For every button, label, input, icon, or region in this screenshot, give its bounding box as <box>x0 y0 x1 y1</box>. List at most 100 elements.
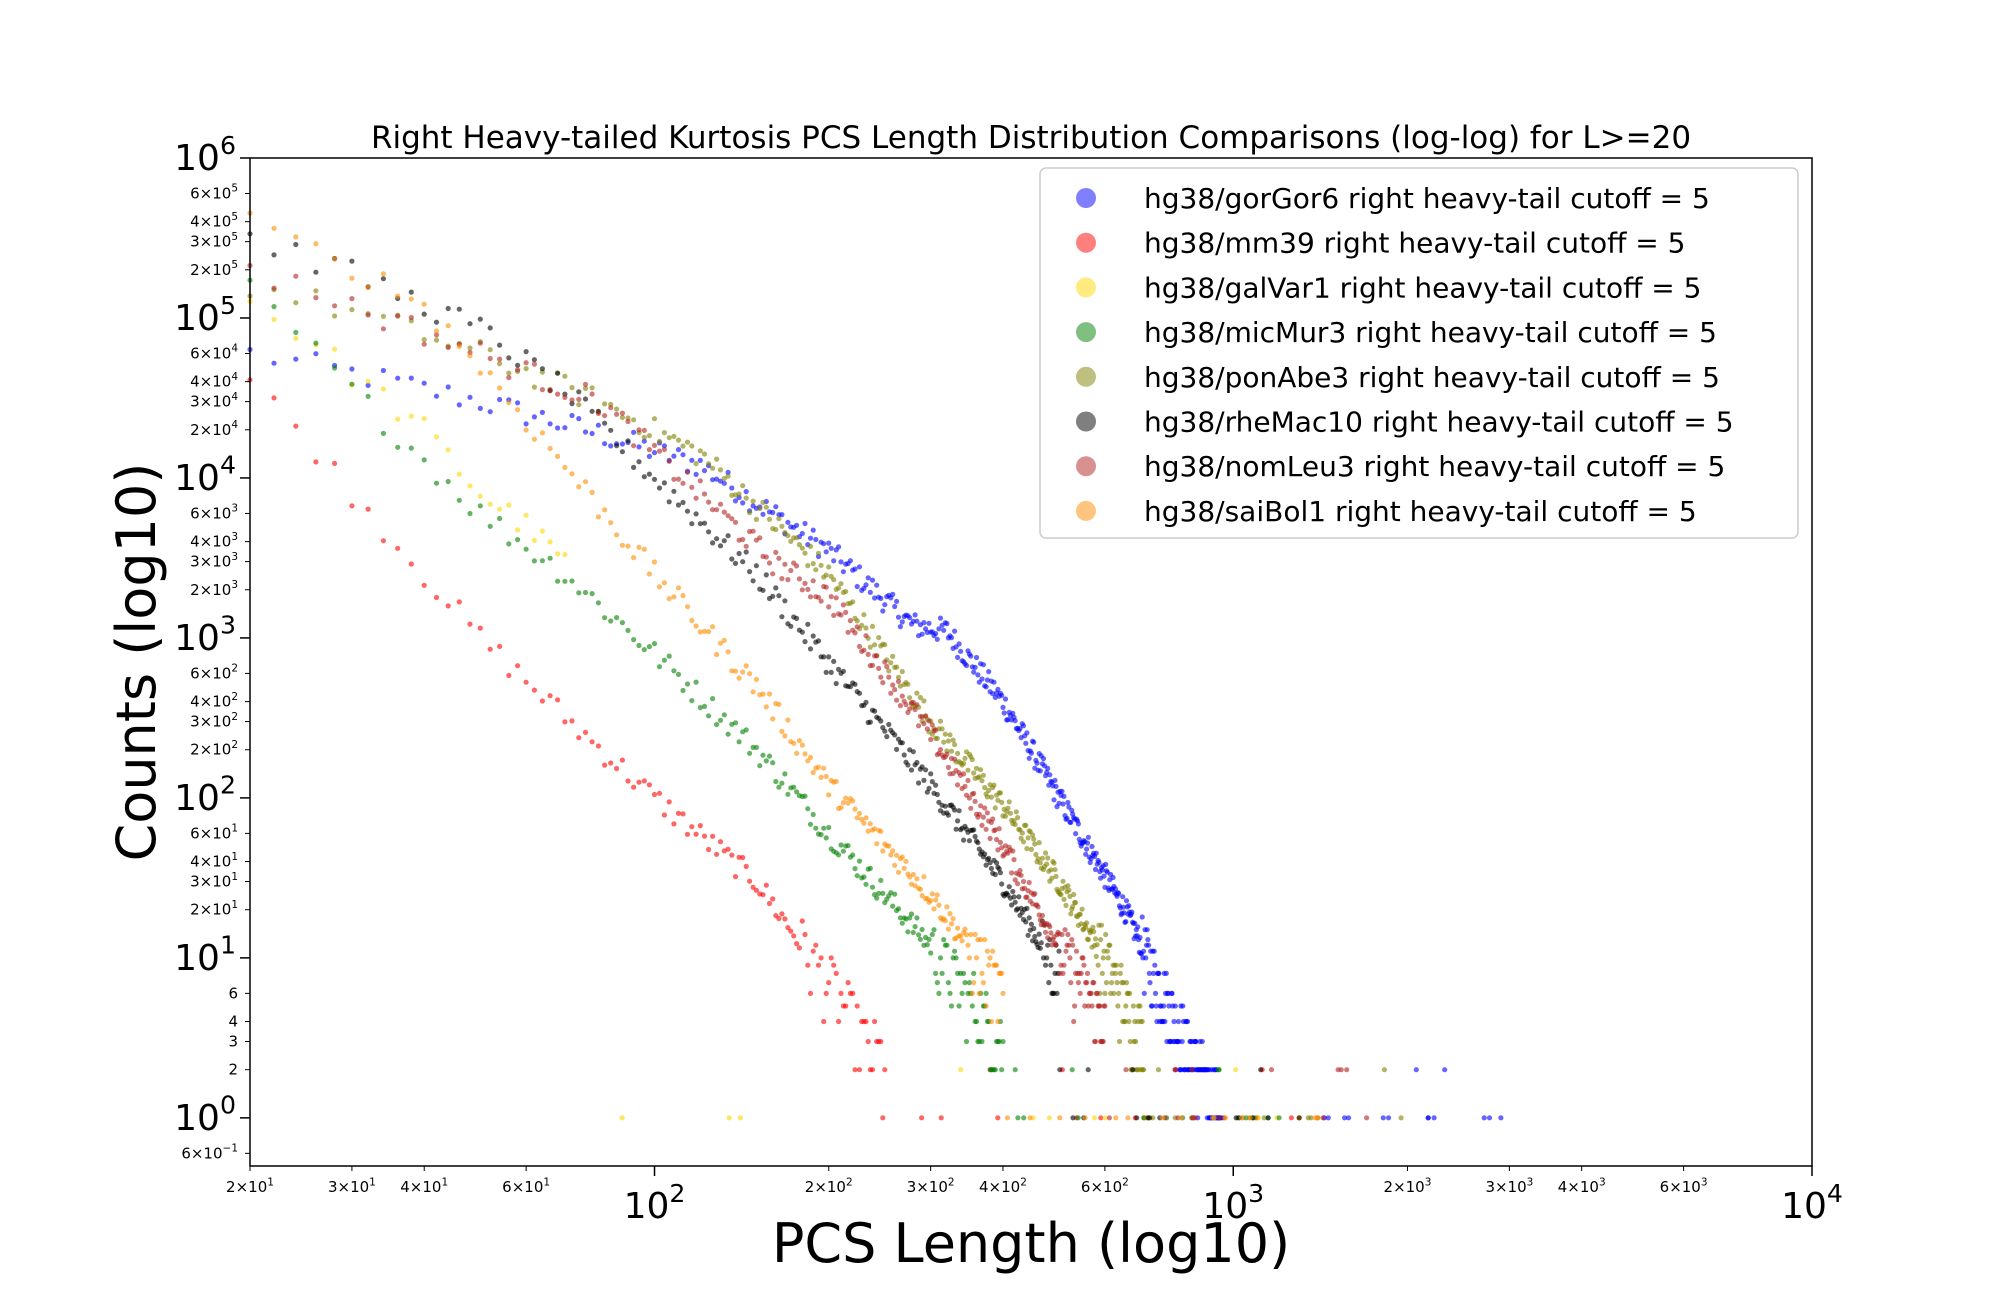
data-point <box>1258 1067 1264 1073</box>
data-point <box>753 676 760 683</box>
data-point <box>701 491 708 497</box>
data-point <box>1189 1115 1195 1121</box>
data-point <box>736 550 742 557</box>
data-point <box>349 258 355 264</box>
data-point <box>861 820 867 826</box>
data-point <box>1116 1038 1123 1045</box>
data-point <box>497 643 503 650</box>
data-point <box>1037 860 1043 866</box>
data-point <box>576 484 582 490</box>
data-point <box>1032 891 1038 897</box>
data-point <box>890 682 896 688</box>
data-point <box>1085 1067 1091 1073</box>
data-point <box>821 825 827 831</box>
data-point <box>984 948 991 954</box>
data-point <box>972 798 978 804</box>
data-point <box>892 891 898 897</box>
data-point <box>888 690 894 696</box>
data-point <box>1036 840 1042 846</box>
data-point <box>750 884 756 890</box>
data-point <box>921 874 927 880</box>
data-point <box>706 461 712 467</box>
data-point <box>983 1003 989 1009</box>
data-point <box>1288 1115 1294 1121</box>
data-point <box>776 555 782 561</box>
data-point <box>917 694 924 701</box>
data-point <box>625 418 631 425</box>
data-point <box>487 347 493 353</box>
data-point <box>863 633 869 639</box>
data-point <box>876 665 882 672</box>
data-point <box>878 1038 884 1045</box>
data-point <box>1092 1038 1099 1045</box>
data-point <box>958 648 964 654</box>
data-point <box>631 464 637 470</box>
data-point <box>956 1003 962 1009</box>
data-point <box>965 777 971 784</box>
data-point <box>908 911 915 917</box>
data-point <box>856 810 863 816</box>
data-point <box>843 588 849 595</box>
data-point <box>1085 1003 1091 1009</box>
y-major-tick-label: 102 <box>174 771 236 819</box>
data-point <box>1054 990 1060 997</box>
data-point <box>332 346 338 352</box>
data-point <box>1103 861 1109 868</box>
data-point <box>349 381 355 387</box>
data-point <box>408 375 414 381</box>
data-point <box>1056 948 1062 954</box>
data-point <box>515 367 521 373</box>
data-point <box>421 301 427 307</box>
data-point <box>828 545 834 551</box>
data-point <box>539 528 546 534</box>
data-point <box>1315 1115 1321 1121</box>
data-point <box>1037 917 1043 923</box>
data-point <box>747 509 753 516</box>
data-point <box>697 823 703 829</box>
data-point <box>953 826 959 832</box>
data-point <box>1020 839 1027 845</box>
data-point <box>1080 955 1086 961</box>
data-point <box>706 846 712 853</box>
data-point <box>953 955 959 961</box>
data-point <box>636 444 642 450</box>
data-point <box>766 900 773 907</box>
data-point <box>983 684 989 690</box>
data-point <box>785 791 791 797</box>
data-point <box>1153 1003 1159 1009</box>
data-point <box>747 878 753 884</box>
data-point <box>828 955 834 961</box>
data-point <box>1002 813 1009 819</box>
data-point <box>1103 980 1110 986</box>
data-point <box>1325 1115 1331 1121</box>
data-point <box>1178 1115 1184 1121</box>
data-point <box>753 744 760 751</box>
data-point <box>555 370 561 376</box>
data-point <box>884 664 890 670</box>
data-point <box>978 803 984 809</box>
data-point <box>1096 859 1102 866</box>
data-point <box>894 598 900 605</box>
data-point <box>445 603 451 609</box>
data-point <box>999 970 1005 977</box>
x-major-tick-label: 103 <box>1202 1179 1264 1227</box>
data-point <box>523 421 529 427</box>
data-point <box>802 751 808 757</box>
data-point <box>646 571 653 577</box>
data-point <box>897 624 904 630</box>
y-minor-tick-label: 3×103 <box>190 551 238 571</box>
data-point <box>919 893 925 899</box>
data-point <box>1073 948 1080 954</box>
legend: hg38/gorGor6 right heavy-tail cutoff = 5… <box>1039 167 1799 539</box>
data-point <box>1053 783 1059 790</box>
data-point <box>984 794 991 800</box>
data-point <box>813 567 819 573</box>
data-point <box>878 828 884 835</box>
data-point <box>1163 970 1169 977</box>
data-point <box>840 569 847 575</box>
data-point <box>710 540 716 546</box>
data-point <box>1006 884 1012 890</box>
data-point <box>1012 877 1018 883</box>
data-point <box>445 344 451 351</box>
